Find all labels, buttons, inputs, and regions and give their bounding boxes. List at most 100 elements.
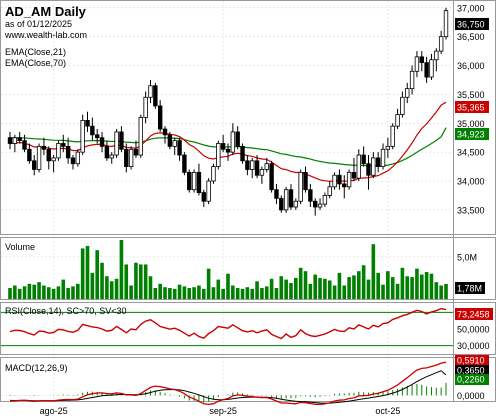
volume-bar: [279, 276, 284, 299]
candle-down: [7, 137, 13, 144]
rsi-pane-title: RSI(Close,14), SC>70, SV<30: [5, 306, 127, 316]
volume-bar: [90, 272, 95, 299]
candle-up: [128, 148, 134, 167]
candle-up: [191, 171, 197, 191]
volume-bar: [27, 283, 32, 299]
candle-up: [346, 171, 352, 188]
candle-up: [143, 96, 148, 118]
candle-up: [230, 131, 236, 153]
candle-down: [95, 134, 100, 139]
volume-bar: [439, 285, 443, 299]
x-axis-label: sep-25: [209, 406, 237, 416]
volume-bar: [342, 285, 347, 299]
source-link[interactable]: www.wealth-lab.com: [4, 30, 87, 40]
price-tick-label: 34,000: [457, 177, 485, 187]
volume-bar: [231, 285, 235, 299]
candle-up: [259, 169, 265, 176]
candle-up: [138, 117, 143, 156]
candle-up: [371, 157, 376, 176]
volume-bar: [71, 286, 75, 299]
candle-up: [438, 36, 444, 52]
y-axis-ticks: 33,500 34,000 34,500 35,000 35,500 36,000 36,5…: [457, 3, 490, 401]
volume-bar: [245, 287, 250, 299]
signal-line: [9, 370, 447, 404]
volume-bar: [308, 283, 313, 299]
volume-bar: [109, 281, 114, 299]
volume-bar: [444, 283, 448, 299]
rsi-last-label: 73,2458: [457, 310, 490, 320]
volume-bar: [410, 277, 414, 299]
candle-down: [27, 148, 32, 162]
candle-down: [133, 148, 139, 156]
volume-last-label: 1,78M: [457, 284, 482, 294]
volume-bar: [303, 271, 308, 299]
candle-down: [225, 148, 231, 153]
volume-bar: [255, 281, 259, 299]
candle-up: [51, 157, 56, 162]
candle-down: [245, 160, 250, 170]
candle-down: [303, 171, 308, 191]
candle-up: [385, 145, 391, 150]
legend-ema-slow: EMA(Close,70): [5, 58, 66, 68]
volume-bar: [424, 272, 429, 299]
volume-bar: [352, 275, 356, 299]
volume-bar: [274, 288, 279, 299]
volume-bar: [357, 271, 361, 299]
histogram-badge: [455, 374, 489, 385]
volume-bar: [182, 286, 187, 299]
price-tick-label: 36,000: [457, 61, 485, 71]
macd-pane-title: MACD(12,26,9): [5, 363, 68, 373]
candle-up: [322, 195, 328, 205]
candle-up: [332, 174, 337, 188]
candle-up: [400, 96, 405, 116]
volume-bar: [46, 287, 51, 299]
candle-down: [32, 160, 37, 170]
chart-title: AD_AM Daily: [5, 4, 87, 19]
price-tick-label: 34,500: [457, 148, 485, 158]
volume-bar: [42, 285, 46, 299]
candle-up: [293, 200, 299, 208]
volume-bar: [347, 277, 351, 299]
x-axis-label: oct-25: [375, 406, 400, 416]
candle-down: [119, 131, 124, 150]
candle-down: [182, 154, 187, 173]
candle-up: [75, 151, 81, 165]
volume-bar: [153, 288, 158, 299]
candle-up: [206, 180, 211, 202]
volume-bar: [22, 286, 27, 299]
candle-up: [283, 189, 289, 211]
volume-bar: [158, 283, 162, 299]
macd-tick-label: 0,0000: [457, 391, 485, 401]
volume-bar: [376, 272, 380, 299]
volume-bar: [206, 268, 211, 299]
volume-bar: [318, 277, 322, 299]
rsi-tick-label: 50,0000: [457, 325, 490, 335]
histogram-label: 0,2260: [457, 375, 485, 385]
volume-bar: [366, 279, 371, 299]
volume-bar: [269, 278, 274, 299]
candle-down: [235, 131, 240, 147]
candle-up: [380, 148, 386, 167]
volume-bar: [177, 284, 182, 299]
candle-down: [337, 174, 342, 185]
rsi-line: [9, 307, 447, 340]
volume-bar: [13, 285, 17, 299]
candle-down: [254, 160, 260, 176]
volume-bar: [327, 280, 332, 299]
candle-down: [99, 137, 105, 147]
volume-bar: [114, 278, 119, 299]
candle-up: [317, 203, 323, 208]
candle-down: [196, 171, 202, 193]
volume-bar: [211, 287, 216, 299]
candle-up: [298, 171, 303, 202]
candle-down: [70, 157, 76, 165]
macd-line: [9, 361, 447, 406]
volume-bar: [332, 285, 337, 299]
candle-down: [65, 145, 71, 159]
volume-bar: [240, 288, 245, 299]
candle-up: [414, 56, 420, 72]
price-tick-label: 35,500: [457, 90, 485, 100]
price-tick-label: 37,000: [457, 3, 485, 13]
volume-bar: [56, 286, 61, 299]
volume-bar: [415, 268, 419, 299]
